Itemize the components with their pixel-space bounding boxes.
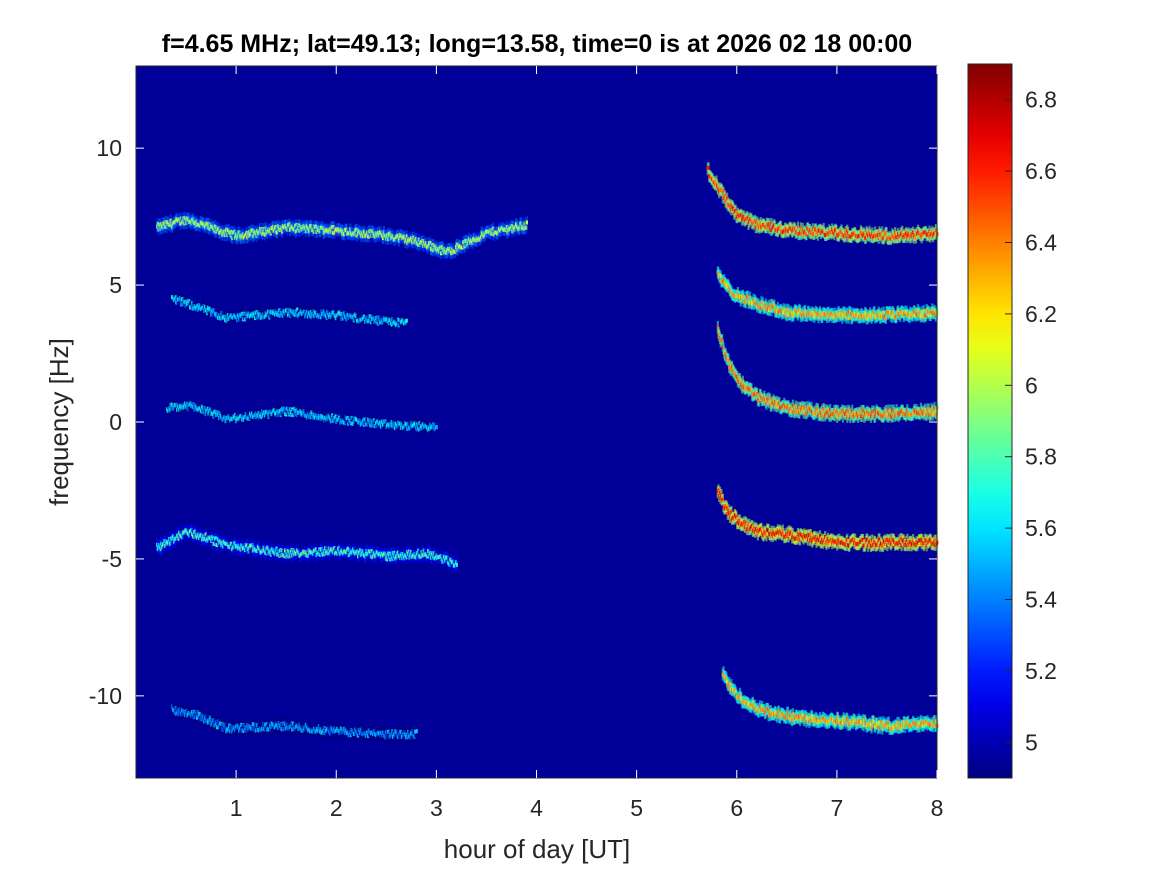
- trace-cell: [376, 315, 379, 320]
- trace-layer: [156, 161, 939, 744]
- trace-cell: [407, 549, 410, 554]
- trace-cell: [292, 412, 295, 417]
- trace-cell: [323, 552, 326, 557]
- trace-cell: [264, 232, 267, 237]
- trace-cell: [707, 165, 710, 170]
- trace-cell: [325, 315, 328, 320]
- plot-area: [135, 65, 939, 779]
- trace-cell: [796, 225, 800, 230]
- trace-cell: [296, 307, 299, 312]
- trace-cell: [746, 294, 749, 299]
- trace-cell: [455, 562, 458, 567]
- signal-trace: [716, 266, 939, 325]
- trace-cell: [405, 318, 408, 323]
- trace-cell: [276, 230, 279, 235]
- trace-cell: [230, 229, 233, 234]
- trace-cell: [370, 549, 373, 554]
- trace-cell: [290, 721, 293, 726]
- signal-trace: [166, 396, 438, 437]
- trace-cell: [721, 188, 724, 193]
- trace-cell: [415, 729, 418, 734]
- trace-cell: [393, 550, 396, 555]
- trace-cell: [214, 536, 217, 541]
- trace-cell: [881, 230, 884, 235]
- trace-cell: [753, 218, 757, 223]
- trace-cell: [355, 233, 358, 238]
- trace-cell: [726, 196, 729, 201]
- trace-cell: [435, 425, 438, 430]
- signal-trace: [156, 523, 458, 572]
- trace-cell: [216, 725, 219, 730]
- trace-cell: [233, 229, 236, 234]
- signal-trace: [156, 211, 528, 260]
- trace-cell: [294, 229, 297, 234]
- trace-cell: [492, 226, 495, 231]
- signal-trace: [171, 700, 418, 744]
- trace-cell: [216, 542, 219, 547]
- trace-cell: [386, 557, 389, 562]
- signal-trace: [171, 290, 408, 332]
- trace-cell: [346, 546, 350, 551]
- trace-cell: [329, 731, 332, 736]
- trace-cell: [203, 406, 207, 411]
- trace-cell: [417, 427, 420, 432]
- trace-cell: [405, 234, 408, 239]
- trace-cell: [525, 220, 528, 225]
- chart-title: f=4.65 MHz; lat=49.13; long=13.58, time=…: [162, 30, 912, 58]
- trace-cell: [242, 729, 245, 734]
- signal-trace: [706, 161, 939, 246]
- trace-cell: [429, 240, 432, 245]
